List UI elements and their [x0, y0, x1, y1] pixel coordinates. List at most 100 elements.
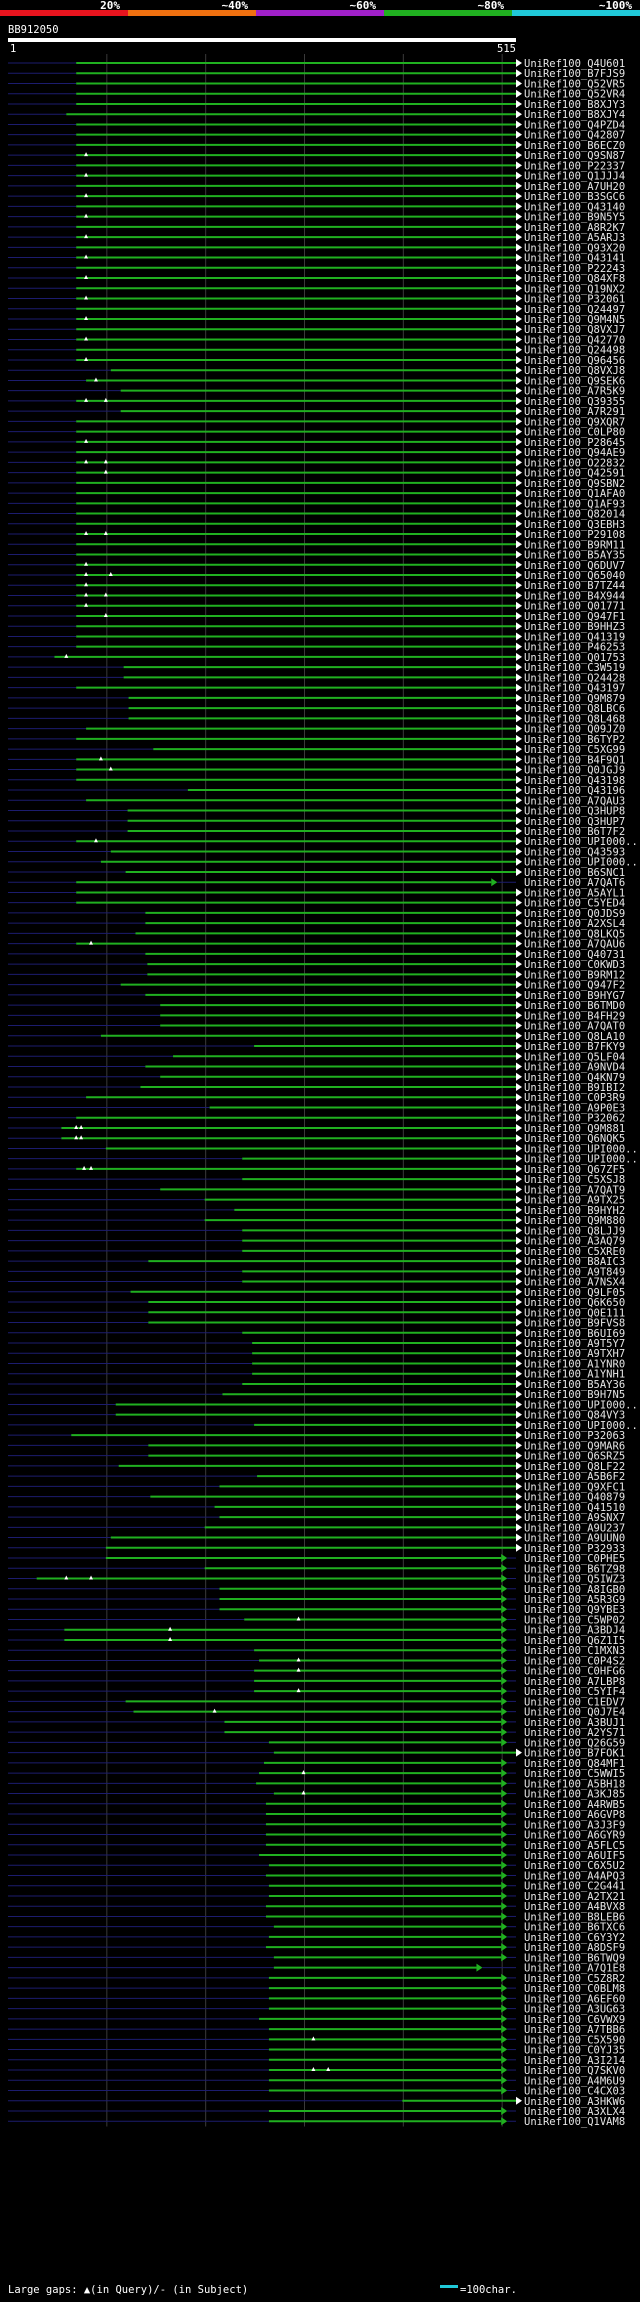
hit-label[interactable]: UniRef100_B3SGC6 [524, 191, 625, 203]
hit-label[interactable]: UniRef100_A9TXH7 [524, 1348, 625, 1360]
hit-label[interactable]: UniRef100_A6GVP8 [524, 1809, 625, 1821]
hit-label[interactable]: UniRef100_A8IGB0 [524, 1584, 625, 1596]
hit-label[interactable]: UniRef100_Q8LJJ9 [524, 1225, 625, 1237]
hit-label[interactable]: UniRef100_A9SNX7 [524, 1512, 625, 1524]
hit-label[interactable]: UniRef100_Q0JGJ9 [524, 765, 625, 777]
hit-label[interactable]: UniRef100_A3BUJ1 [524, 1717, 625, 1729]
hit-label[interactable]: UniRef100_B7FKY9 [524, 1041, 625, 1053]
hit-label[interactable]: UniRef100_A4APQ3 [524, 1870, 625, 1882]
hit-label[interactable]: UniRef100_A3XLX4 [524, 2106, 625, 2118]
hit-label[interactable]: UniRef100_Q6K650 [524, 1297, 625, 1309]
hit-label[interactable]: UniRef100_A9P0E3 [524, 1102, 625, 1114]
hit-label[interactable]: UniRef100_A9T5Y7 [524, 1338, 625, 1350]
hit-label[interactable]: UniRef100_P46253 [524, 642, 625, 654]
hit-label[interactable]: UniRef100_Q52VR4 [524, 89, 625, 101]
hit-label[interactable]: UniRef100_A9U237 [524, 1522, 625, 1534]
hit-label[interactable]: UniRef100_Q5IWZ3 [524, 1574, 625, 1586]
hit-label[interactable]: UniRef100_A9T849 [524, 1266, 625, 1278]
hit-label[interactable]: UniRef100_C5YED4 [524, 898, 625, 910]
hit-label[interactable]: UniRef100_Q42807 [524, 130, 625, 142]
hit-label[interactable]: UniRef100_UPI000... [524, 1399, 640, 1411]
hit-label[interactable]: UniRef100_P22337 [524, 160, 625, 172]
hit-label[interactable]: UniRef100_P29108 [524, 529, 625, 541]
hit-label[interactable]: UniRef100_C0LP80 [524, 427, 625, 439]
hit-label[interactable]: UniRef100_Q9M4N5 [524, 314, 625, 326]
hit-label[interactable]: UniRef100_Q7SKV0 [524, 2065, 625, 2077]
hit-label[interactable]: UniRef100_C0P4S2 [524, 1655, 625, 1667]
hit-label[interactable]: UniRef100_A7QAU6 [524, 939, 625, 951]
hit-label[interactable]: UniRef100_Q41319 [524, 631, 625, 643]
hit-label[interactable]: UniRef100_A7LBP8 [524, 1676, 625, 1688]
hit-label[interactable]: UniRef100_Q09JZ0 [524, 724, 625, 736]
hit-label[interactable]: UniRef100_A7QAT6 [524, 877, 625, 889]
hit-label[interactable]: UniRef100_A2XSL4 [524, 918, 625, 930]
hit-label[interactable]: UniRef100_B6ECZ0 [524, 140, 625, 152]
hit-label[interactable]: UniRef100_Q9YBE3 [524, 1604, 625, 1616]
hit-label[interactable]: UniRef100_B5AY35 [524, 550, 625, 562]
hit-label[interactable]: UniRef100_B6TWQ9 [524, 1952, 625, 1964]
hit-label[interactable]: UniRef100_A1YNH1 [524, 1369, 625, 1381]
hit-label[interactable]: UniRef100_A5FLC5 [524, 1840, 625, 1852]
hit-label[interactable]: UniRef100_A6EF60 [524, 1993, 625, 2005]
hit-label[interactable]: UniRef100_C0YJ35 [524, 2045, 625, 2057]
hit-label[interactable]: UniRef100_C5WP02 [524, 1614, 625, 1626]
hit-label[interactable]: UniRef100_C0PHE5 [524, 1553, 625, 1565]
hit-label[interactable]: UniRef100_Q3EBH3 [524, 519, 625, 531]
hit-label[interactable]: UniRef100_B5AY36 [524, 1379, 625, 1391]
hit-label[interactable]: UniRef100_A5AYL1 [524, 887, 625, 899]
hit-label[interactable]: UniRef100_A5ARJ3 [524, 232, 625, 244]
hit-label[interactable]: UniRef100_Q9M880 [524, 1215, 625, 1227]
hit-label[interactable]: UniRef100_A4BVX8 [524, 1901, 625, 1913]
hit-label[interactable]: UniRef100_A6UIF5 [524, 1850, 625, 1862]
hit-label[interactable]: UniRef100_C1EDV7 [524, 1696, 625, 1708]
hit-label[interactable]: UniRef100_Q9SBN2 [524, 478, 625, 490]
hit-label[interactable]: UniRef100_Q6NQK5 [524, 1133, 625, 1145]
hit-label[interactable]: UniRef100_Q24498 [524, 345, 625, 357]
hit-label[interactable]: UniRef100_C6X5U2 [524, 1860, 625, 1872]
hit-label[interactable]: UniRef100_Q42591 [524, 468, 625, 480]
hit-label[interactable]: UniRef100_Q24428 [524, 672, 625, 684]
hit-label[interactable]: UniRef100_A7QAU3 [524, 795, 625, 807]
hit-label[interactable]: UniRef100_Q94AE9 [524, 447, 625, 459]
hit-label[interactable]: UniRef100_C0BLM8 [524, 1983, 625, 1995]
hit-label[interactable]: UniRef100_B4X944 [524, 590, 625, 602]
hit-label[interactable]: UniRef100_Q1VAM8 [524, 2116, 625, 2128]
hit-label[interactable]: UniRef100_A5BH18 [524, 1778, 625, 1790]
hit-label[interactable]: UniRef100_Q84XF8 [524, 273, 625, 285]
hit-label[interactable]: UniRef100_P32061 [524, 294, 625, 306]
hit-label[interactable]: UniRef100_Q24497 [524, 304, 625, 316]
hit-label[interactable]: UniRef100_Q9XFC1 [524, 1481, 625, 1493]
hit-label[interactable]: UniRef100_B8XJY3 [524, 99, 625, 111]
hit-label[interactable]: UniRef100_A3J3F9 [524, 1819, 625, 1831]
hit-label[interactable]: UniRef100_B9HYG7 [524, 990, 625, 1002]
hit-label[interactable]: UniRef100_Q947F1 [524, 611, 625, 623]
hit-label[interactable]: UniRef100_B6TMD0 [524, 1000, 625, 1012]
hit-label[interactable]: UniRef100_A5B6F2 [524, 1471, 625, 1483]
hit-label[interactable]: UniRef100_O22832 [524, 457, 625, 469]
hit-label[interactable]: UniRef100_B6UI69 [524, 1328, 625, 1340]
hit-label[interactable]: UniRef100_Q43593 [524, 846, 625, 858]
hit-label[interactable]: UniRef100_A7UH20 [524, 181, 625, 193]
hit-label[interactable]: UniRef100_Q43198 [524, 775, 625, 787]
hit-label[interactable]: UniRef100_C5WWI5 [524, 1768, 625, 1780]
hit-label[interactable]: UniRef100_C5X590 [524, 2034, 625, 2046]
hit-label[interactable]: UniRef100_Q96456 [524, 355, 625, 367]
hit-label[interactable]: UniRef100_Q9MAR6 [524, 1440, 625, 1452]
hit-label[interactable]: UniRef100_Q5LF04 [524, 1051, 625, 1063]
hit-label[interactable]: UniRef100_Q1AF93 [524, 498, 625, 510]
hit-label[interactable]: UniRef100_P32933 [524, 1543, 625, 1555]
hit-label[interactable]: UniRef100_C0P3R9 [524, 1092, 625, 1104]
hit-label[interactable]: UniRef100_Q41510 [524, 1502, 625, 1514]
hit-label[interactable]: UniRef100_Q4PZD4 [524, 119, 625, 131]
hit-label[interactable]: UniRef100_Q19NX2 [524, 283, 625, 295]
hit-label[interactable]: UniRef100_C0HFG6 [524, 1666, 625, 1678]
hit-label[interactable]: UniRef100_B9RM12 [524, 969, 625, 981]
hit-label[interactable]: UniRef100_A7R5K9 [524, 386, 625, 398]
hit-label[interactable]: UniRef100_Q8L468 [524, 713, 625, 725]
hit-label[interactable]: UniRef100_A6GYR9 [524, 1830, 625, 1842]
hit-label[interactable]: UniRef100_Q43140 [524, 201, 625, 213]
hit-label[interactable]: UniRef100_A4M6U9 [524, 2075, 625, 2087]
hit-label[interactable]: UniRef100_Q3HUP7 [524, 816, 625, 828]
hit-label[interactable]: UniRef100_Q8LF22 [524, 1461, 625, 1473]
hit-label[interactable]: UniRef100_B8XJY4 [524, 109, 625, 121]
